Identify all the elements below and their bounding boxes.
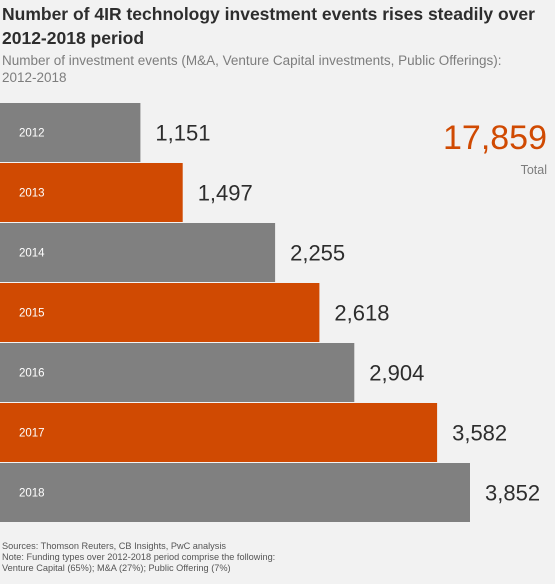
value-label-2017: 3,582: [452, 421, 507, 446]
value-label-2012: 1,151: [155, 121, 210, 146]
value-label-2015: 2,618: [334, 301, 389, 326]
category-label-2018: 2018: [19, 488, 45, 500]
footnote: Sources: Thomson Reuters, CB Insights, P…: [2, 541, 542, 575]
bar-2012: [0, 103, 141, 162]
total-value: 17,859: [443, 119, 547, 157]
category-label-2015: 2015: [19, 308, 45, 320]
note-line-1: Note: Funding types over 2012-2018 perio…: [2, 552, 276, 563]
category-label-2013: 2013: [19, 188, 45, 200]
category-label-2016: 2016: [19, 368, 45, 380]
sources-text: Sources: Thomson Reuters, CB Insights, P…: [2, 541, 226, 551]
note-line-2: Venture Capital (65%); M&A (27%); Public…: [2, 563, 231, 574]
bar-2015: [0, 283, 320, 342]
chart-subtitle: Number of investment events (M&A, Ventur…: [2, 53, 502, 85]
value-label-2016: 2,904: [369, 361, 424, 386]
bar-2018: [0, 463, 470, 522]
category-label-2014: 2014: [19, 248, 45, 260]
value-label-2018: 3,852: [485, 481, 540, 506]
value-label-2014: 2,255: [290, 241, 345, 266]
bar-2014: [0, 223, 276, 282]
category-label-2017: 2017: [19, 428, 45, 440]
bar-2016: [0, 343, 355, 402]
total-label: Total: [520, 163, 547, 177]
category-label-2012: 2012: [19, 128, 45, 140]
value-label-2013: 1,497: [198, 181, 253, 206]
chart-title: Number of 4IR technology investment even…: [2, 4, 535, 48]
bar-2013: [0, 163, 183, 222]
bar-2017: [0, 403, 438, 462]
